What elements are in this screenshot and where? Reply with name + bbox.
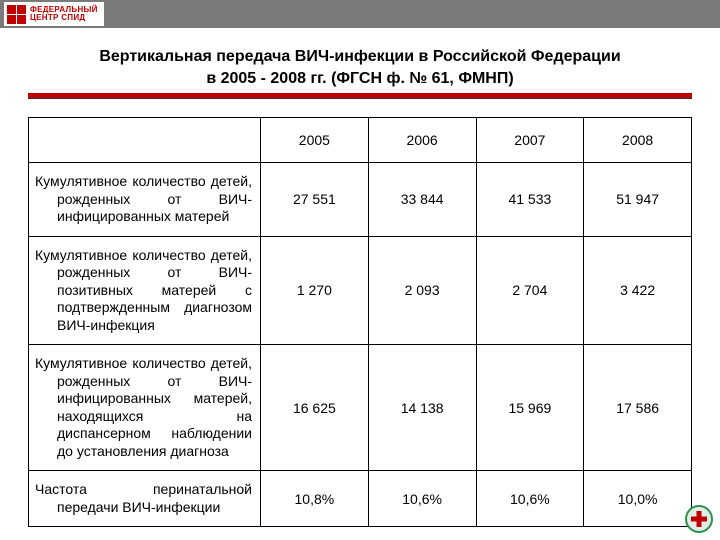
cell: 16 625 [261,345,369,471]
cell: 14 138 [368,345,476,471]
row-label: Кумулятивное количество детей, рожденных… [29,345,261,471]
table-row: Кумулятивное количество детей, рожденных… [29,236,692,345]
cell: 2 093 [368,236,476,345]
header-bar: ФЕДЕРАЛЬНЫЙ ЦЕНТР СПИД [0,0,720,28]
cell: 1 270 [261,236,369,345]
cell: 10,8% [261,471,369,527]
col-2007: 2007 [476,118,584,163]
logo-mark-icon [6,4,26,24]
cell: 51 947 [584,163,692,237]
divider-wrap [0,93,720,99]
page-title: Вертикальная передача ВИЧ-инфекции в Рос… [28,46,692,89]
col-2005: 2005 [261,118,369,163]
cell: 10,6% [368,471,476,527]
table-header-row: 2005 2006 2007 2008 [29,118,692,163]
cell: 10,0% [584,471,692,527]
table-row: Кумулятивное количество детей, рожденных… [29,345,692,471]
title-line-2: в 2005 - 2008 гг. (ФГСН ф. № 61, ФМНП) [206,70,513,87]
divider [28,93,692,99]
title-line-1: Вертикальная передача ВИЧ-инфекции в Рос… [99,48,620,65]
cell: 10,6% [476,471,584,527]
logo: ФЕДЕРАЛЬНЫЙ ЦЕНТР СПИД [4,2,104,26]
table-row: Частота перинатальной передачи ВИЧ-инфек… [29,471,692,527]
cell: 3 422 [584,236,692,345]
cell: 33 844 [368,163,476,237]
cell: 2 704 [476,236,584,345]
medical-emblem-icon [684,504,714,534]
table-row: Кумулятивное количество детей, рожденных… [29,163,692,237]
logo-text: ФЕДЕРАЛЬНЫЙ ЦЕНТР СПИД [30,6,98,22]
col-2008: 2008 [584,118,692,163]
cell: 27 551 [261,163,369,237]
data-table: 2005 2006 2007 2008 Кумулятивное количес… [28,117,692,527]
cell: 41 533 [476,163,584,237]
row-label: Кумулятивное количество детей, рожденных… [29,163,261,237]
cell: 15 969 [476,345,584,471]
col-2006: 2006 [368,118,476,163]
cell: 17 586 [584,345,692,471]
row-label: Частота перинатальной передачи ВИЧ-инфек… [29,471,261,527]
row-label: Кумулятивное количество детей, рожденных… [29,236,261,345]
table-header-blank [29,118,261,163]
logo-line-2: ЦЕНТР СПИД [30,14,98,22]
table-container: 2005 2006 2007 2008 Кумулятивное количес… [0,117,720,527]
